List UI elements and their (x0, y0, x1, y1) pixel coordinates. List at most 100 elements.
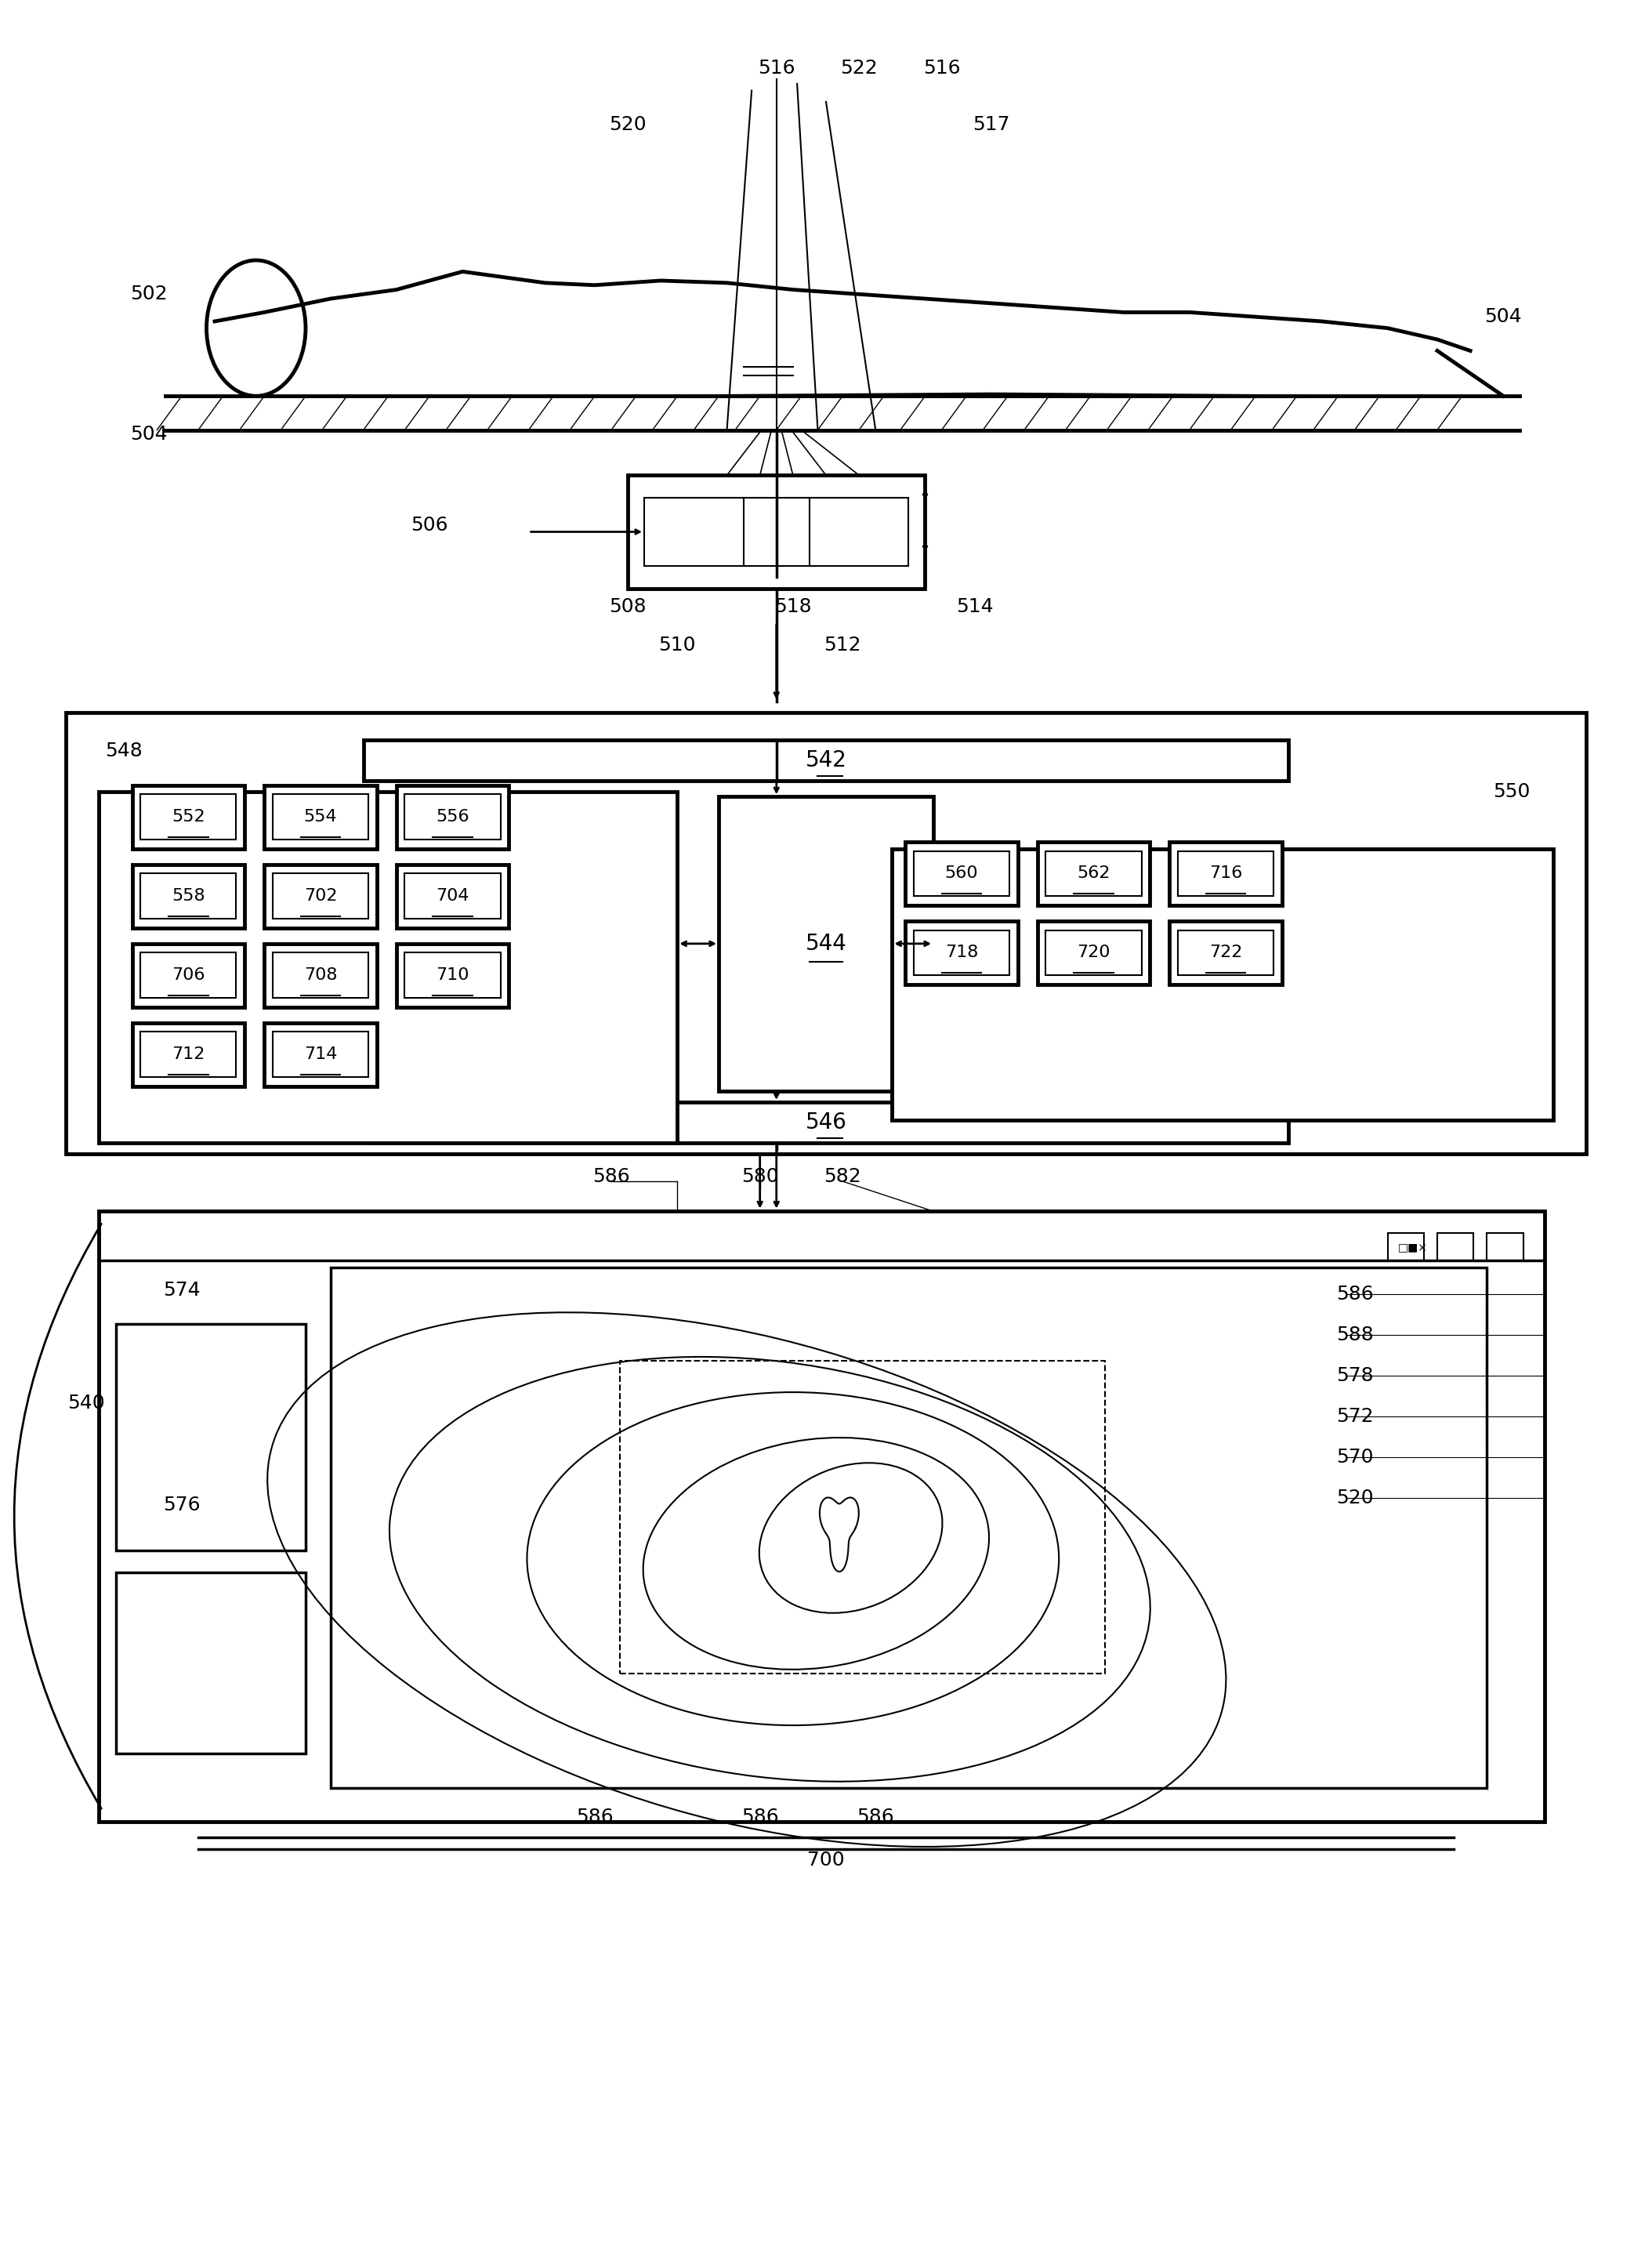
Bar (1437, 1233, 1474, 1260)
Text: 582: 582 (824, 1168, 861, 1186)
Text: 586: 586 (1336, 1285, 1373, 1303)
Bar (264, 785, 377, 849)
Bar (1046, 930, 1142, 975)
Text: 712: 712 (172, 1048, 205, 1061)
Bar (628, 475, 925, 588)
Bar (132, 785, 244, 849)
Bar (914, 851, 1009, 896)
Bar (140, 874, 236, 919)
Bar (264, 944, 377, 1007)
Bar (1037, 842, 1150, 905)
Bar (140, 794, 236, 840)
Text: 720: 720 (1077, 946, 1110, 960)
Text: 504: 504 (1485, 308, 1521, 326)
Bar (905, 921, 1018, 984)
Text: 516: 516 (758, 59, 795, 77)
Bar (330, 1267, 1487, 1788)
Bar (905, 842, 1018, 905)
Text: 588: 588 (1336, 1326, 1373, 1344)
Bar (273, 953, 368, 998)
Text: 540: 540 (68, 1394, 104, 1412)
Bar (719, 797, 933, 1091)
Text: 504: 504 (131, 425, 167, 444)
Text: 578: 578 (1336, 1367, 1373, 1385)
Text: 510: 510 (659, 636, 695, 654)
Text: 548: 548 (106, 742, 142, 760)
Text: 508: 508 (610, 597, 646, 616)
Text: 722: 722 (1209, 946, 1242, 960)
Text: 704: 704 (436, 889, 469, 903)
Bar (116, 1573, 306, 1754)
Text: 514: 514 (957, 597, 993, 616)
Bar (1046, 851, 1142, 896)
Text: 708: 708 (304, 969, 337, 982)
Bar (273, 874, 368, 919)
Text: 562: 562 (1077, 867, 1110, 880)
Text: 716: 716 (1209, 867, 1242, 880)
Bar (132, 944, 244, 1007)
Bar (99, 792, 677, 1143)
Text: 502: 502 (131, 285, 167, 303)
Bar (405, 794, 501, 840)
Text: 544: 544 (805, 932, 847, 955)
Bar (132, 864, 244, 928)
Text: 517: 517 (973, 115, 1009, 134)
Bar (273, 794, 368, 840)
Text: 570: 570 (1336, 1448, 1373, 1466)
Text: 586: 586 (577, 1808, 613, 1826)
Text: 572: 572 (1336, 1408, 1373, 1426)
Text: 516: 516 (923, 59, 960, 77)
Text: 558: 558 (172, 889, 205, 903)
Text: 542: 542 (805, 749, 847, 772)
Text: 520: 520 (1336, 1489, 1373, 1507)
Bar (1178, 930, 1274, 975)
Text: 560: 560 (945, 867, 978, 880)
Bar (140, 953, 236, 998)
Text: 718: 718 (945, 946, 978, 960)
Bar (1037, 921, 1150, 984)
Bar (1178, 851, 1274, 896)
Bar (1170, 842, 1282, 905)
Text: 550: 550 (1493, 783, 1530, 801)
Text: 706: 706 (172, 969, 205, 982)
Text: 506: 506 (411, 516, 448, 534)
Bar (405, 874, 501, 919)
Text: 556: 556 (436, 810, 469, 824)
Text: 554: 554 (304, 810, 337, 824)
Bar (363, 740, 1289, 781)
Bar (363, 1102, 1289, 1143)
Bar (396, 944, 509, 1007)
Bar (892, 849, 1553, 1120)
Text: 518: 518 (775, 597, 811, 616)
Text: 710: 710 (436, 969, 469, 982)
Bar (264, 1023, 377, 1086)
Text: 546: 546 (805, 1111, 847, 1134)
Bar (644, 498, 909, 566)
Bar (66, 713, 1586, 1154)
Text: 522: 522 (841, 59, 877, 77)
Bar (405, 953, 501, 998)
Bar (264, 864, 377, 928)
Text: 574: 574 (164, 1281, 200, 1299)
Bar (1487, 1233, 1523, 1260)
Text: 714: 714 (304, 1048, 337, 1061)
Bar (132, 1023, 244, 1086)
Text: 520: 520 (610, 115, 646, 134)
Text: □■×: □■× (1398, 1242, 1427, 1251)
Bar (273, 1032, 368, 1077)
Text: 702: 702 (304, 889, 337, 903)
Text: 586: 586 (742, 1808, 778, 1826)
Text: 512: 512 (824, 636, 861, 654)
Text: 580: 580 (742, 1168, 778, 1186)
Text: 576: 576 (164, 1496, 200, 1514)
Bar (116, 1324, 306, 1550)
Text: 552: 552 (172, 810, 205, 824)
Bar (140, 1032, 236, 1077)
Text: 586: 586 (593, 1168, 629, 1186)
Bar (396, 785, 509, 849)
Bar (1170, 921, 1282, 984)
Bar (1388, 1233, 1424, 1260)
Text: 700: 700 (808, 1851, 844, 1869)
Bar (396, 864, 509, 928)
Bar (914, 930, 1009, 975)
